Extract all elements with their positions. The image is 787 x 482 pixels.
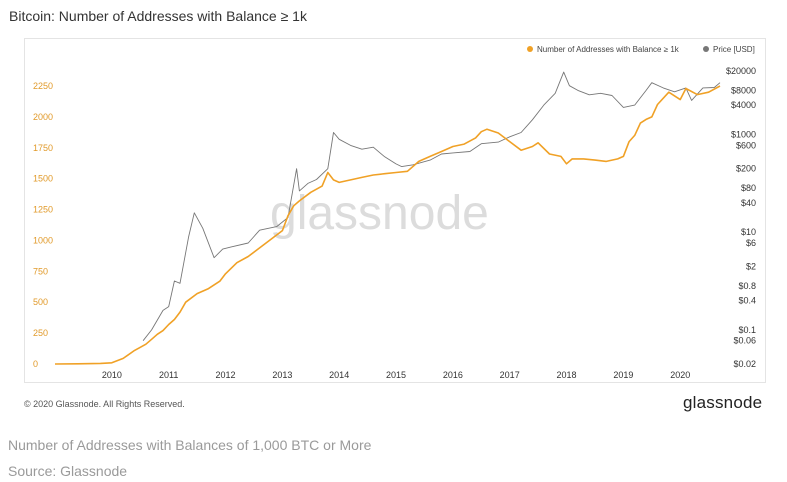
y-left-tick-label: 750 <box>33 266 48 276</box>
y-right-tick-label: $0.06 <box>733 336 756 346</box>
addresses-balance-line <box>54 85 721 365</box>
y-right-tick-label: $20000 <box>726 66 756 76</box>
x-tick-label: 2019 <box>613 370 633 380</box>
y-right-tick-label: $0.02 <box>733 359 756 369</box>
legend-marker-addresses <box>527 46 533 52</box>
y-right-tick-label: $4000 <box>731 100 756 110</box>
y-left-tick-label: 250 <box>33 328 48 338</box>
chart-canvas: glassnode 0 250 500 750 1000 1250 1500 1750 2000 2… <box>33 45 756 380</box>
legend-marker-price <box>703 46 709 52</box>
legend-label-addresses: Number of Addresses with Balance ≥ 1k <box>537 45 680 54</box>
y-right-tick-label: $0.4 <box>738 295 756 305</box>
watermark-text: glassnode <box>270 187 489 240</box>
x-tick-label: 2014 <box>329 370 349 380</box>
copyright-text: © 2020 Glassnode. All Rights Reserved. <box>24 399 185 409</box>
x-tick-label: 2016 <box>443 370 463 380</box>
price-usd-line <box>142 71 721 341</box>
y-right-tick-label: $200 <box>736 164 756 174</box>
y-right-tick-label: $600 <box>736 140 756 150</box>
y-left-tick-label: 1250 <box>33 205 53 215</box>
x-tick-label: 2020 <box>670 370 690 380</box>
y-right-tick-label: $8000 <box>731 85 756 95</box>
x-tick-label: 2015 <box>386 370 406 380</box>
y-left-tick-label: 2250 <box>33 81 53 91</box>
y-right-tick-label: $0.1 <box>738 325 756 335</box>
chart-title: Bitcoin: Number of Addresses with Balanc… <box>9 8 307 24</box>
glassnode-logo: glassnode <box>683 393 763 412</box>
y-left-tick-label: 500 <box>33 297 48 307</box>
y-left-tick-label: 2000 <box>33 112 53 122</box>
x-tick-label: 2012 <box>215 370 235 380</box>
y-right-tick-label: $0.8 <box>738 281 756 291</box>
chart-frame: glassnode 0 250 500 750 1000 1250 1500 1750 2000 2… <box>24 38 766 383</box>
y-right-tick-label: $40 <box>741 198 756 208</box>
y-right-tick-label: $6 <box>746 238 756 248</box>
x-tick-label: 2011 <box>159 370 178 380</box>
y-right-tick-label: $1000 <box>731 130 756 140</box>
y-right-tick-label: $10 <box>741 227 756 237</box>
x-tick-label: 2018 <box>557 370 577 380</box>
y-left-tick-label: 0 <box>33 359 38 369</box>
y-left-tick-label: 1500 <box>33 174 53 184</box>
legend-label-price: Price [USD] <box>713 45 755 54</box>
y-left-tick-label: 1000 <box>33 235 53 245</box>
source-credit: Source: Glassnode <box>8 463 128 479</box>
x-tick-label: 2017 <box>500 370 520 380</box>
x-tick-label: 2010 <box>102 370 122 380</box>
figure-caption: Number of Addresses with Balances of 1,0… <box>8 437 372 453</box>
y-right-tick-label: $80 <box>741 183 756 193</box>
x-tick-label: 2013 <box>272 370 292 380</box>
y-right-tick-label: $2 <box>746 261 756 271</box>
y-left-tick-label: 1750 <box>33 143 53 153</box>
